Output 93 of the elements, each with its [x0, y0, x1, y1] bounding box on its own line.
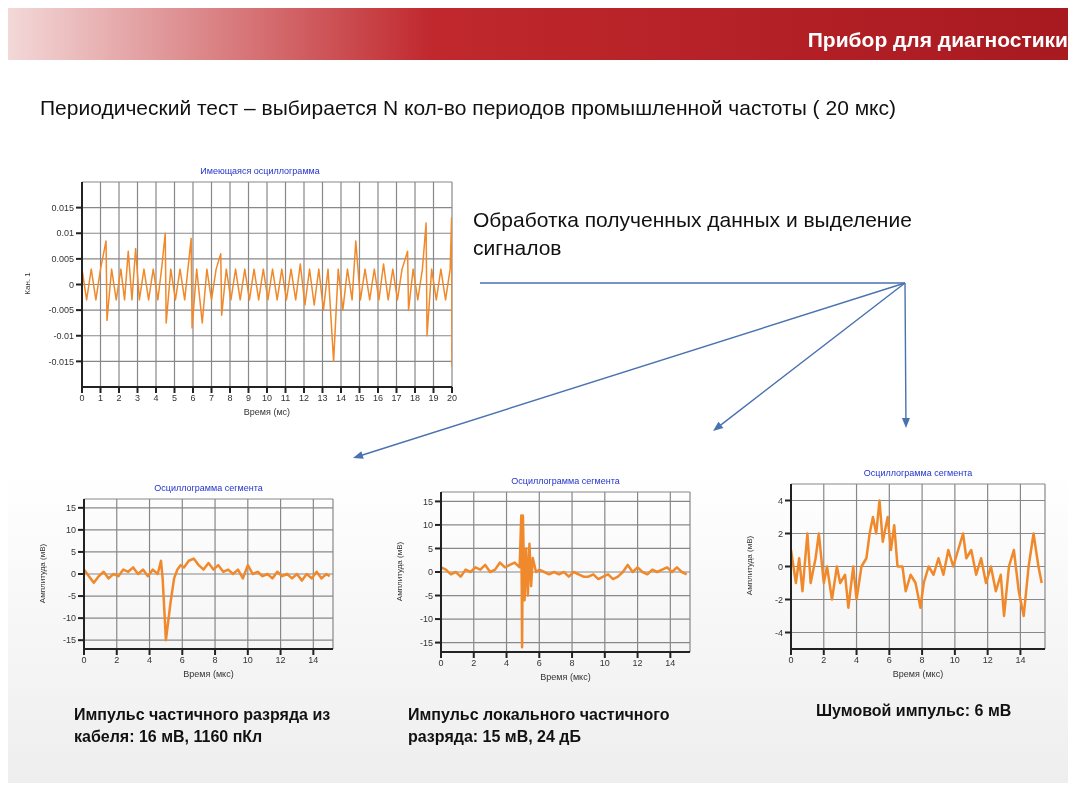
x-tick-label: 12	[632, 658, 643, 669]
text: Импульс частичного разряда из кабеля: 16 мВ, 1160 пКл	[74, 705, 332, 747]
x-axis-title: Время (мкс)	[891, 669, 945, 679]
y-tick-label: -5	[67, 591, 76, 602]
x-tick-label: 2	[821, 655, 827, 666]
y-tick-label: 0.015	[51, 202, 74, 213]
y-tick-label: -10	[419, 614, 433, 625]
y-axis-title: Кан. 1	[22, 272, 32, 295]
x-tick-label: 17	[391, 393, 402, 404]
y-tick-label: 4	[777, 495, 783, 506]
text: Шумовой импульс: 6 мВ	[816, 701, 1013, 721]
x-tick-label: 15	[354, 393, 365, 404]
x-tick-label: 8	[212, 655, 218, 666]
chart-title: Осциллограмма сегмента	[862, 468, 974, 480]
y-tick-label: 5	[70, 547, 76, 558]
x-tick-label: 10	[599, 658, 610, 669]
y-tick-label: -0.005	[48, 305, 74, 316]
y-tick-label: 15	[65, 503, 76, 514]
y-tick-label: -10	[62, 613, 76, 624]
chart-title: Имеющаяся осциллограмма	[199, 166, 321, 178]
x-tick-label: 9	[245, 393, 252, 404]
y-axis-title: Амплитуда (мВ)	[395, 541, 405, 601]
x-tick-label: 6	[886, 655, 892, 666]
x-tick-label: 1	[97, 393, 104, 404]
y-tick-label: 2	[777, 528, 783, 539]
line-series	[441, 514, 688, 649]
x-tick-label: 19	[428, 393, 439, 404]
x-tick-label: 18	[409, 393, 421, 404]
line-series	[84, 557, 331, 642]
x-tick-label: 12	[982, 655, 993, 666]
x-tick-label: 8	[227, 393, 233, 404]
x-tick-label: 2	[116, 393, 122, 404]
y-tick-label: -15	[62, 635, 76, 646]
x-tick-label: 6	[536, 658, 542, 669]
x-tick-label: 14	[1015, 655, 1026, 666]
y-tick-label: -0.015	[48, 356, 74, 367]
y-tick-label: 5	[427, 543, 433, 554]
x-axis-title: Время (мкс)	[539, 672, 592, 682]
x-tick-label: 4	[147, 655, 153, 666]
x-tick-label: 6	[190, 393, 196, 404]
x-tick-label: 14	[308, 655, 319, 666]
text: Периодический тест – выбирается N кол-во периодов промышленной частоты ( 20 мкс)	[40, 95, 897, 121]
x-tick-label: 4	[504, 658, 510, 669]
chart-title: Осциллограмма сегмента	[510, 476, 621, 488]
y-axis-title: Амплитуда (мВ)	[38, 543, 48, 603]
line-series	[791, 499, 1043, 618]
x-tick-label: 12	[275, 655, 286, 666]
y-tick-label: 0.01	[56, 228, 74, 239]
x-tick-label: 13	[317, 393, 328, 404]
x-tick-label: 4	[153, 393, 159, 404]
x-tick-label: 0	[438, 658, 444, 669]
x-tick-label: 12	[298, 393, 310, 404]
y-tick-label: 0	[427, 567, 433, 578]
x-tick-label: 3	[134, 393, 141, 404]
x-tick-label: 10	[261, 393, 273, 404]
text: Прибор для диагностики	[806, 27, 1068, 53]
x-tick-label: 4	[854, 655, 860, 666]
y-tick-label: 0	[68, 279, 74, 290]
y-tick-label: -4	[774, 627, 783, 638]
x-tick-label: 6	[179, 655, 185, 666]
x-axis-title: Время (мкс)	[182, 669, 235, 679]
x-tick-label: 11	[280, 393, 291, 404]
y-tick-label: 0.005	[51, 254, 74, 265]
y-tick-label: -2	[774, 594, 783, 605]
text: Обработка полученных данных и выделение сигналов	[473, 207, 913, 262]
y-tick-label: 15	[422, 496, 433, 507]
x-tick-label: 0	[79, 393, 85, 404]
x-tick-label: 7	[208, 393, 215, 404]
y-tick-label: 0	[777, 561, 783, 572]
x-tick-label: 5	[171, 393, 178, 404]
x-tick-label: 2	[114, 655, 120, 666]
line-series	[82, 217, 452, 368]
text: Импульс локального частичного разряда: 15 мВ, 24 дБ	[408, 705, 671, 747]
x-tick-label: 10	[242, 655, 253, 666]
x-tick-label: 8	[569, 658, 575, 669]
y-tick-label: 0	[70, 569, 76, 580]
x-tick-label: 14	[665, 658, 676, 669]
chart-title: Осциллограмма сегмента	[153, 483, 264, 495]
x-tick-label: 0	[81, 655, 87, 666]
x-tick-label: 8	[919, 655, 925, 666]
x-tick-label: 2	[471, 658, 477, 669]
y-axis-title: Амплитуда (мВ)	[745, 535, 755, 596]
y-tick-label: -5	[424, 590, 433, 601]
x-tick-label: 14	[335, 393, 347, 404]
x-tick-label: 0	[788, 655, 794, 666]
y-tick-label: -15	[419, 637, 433, 648]
x-tick-label: 20	[446, 393, 458, 404]
x-tick-label: 10	[949, 655, 960, 666]
y-tick-label: 10	[422, 520, 433, 531]
x-tick-label: 16	[372, 393, 384, 404]
x-axis-title: Время (мс)	[242, 407, 292, 417]
y-tick-label: 10	[65, 525, 76, 536]
y-tick-label: -0.01	[53, 330, 74, 341]
